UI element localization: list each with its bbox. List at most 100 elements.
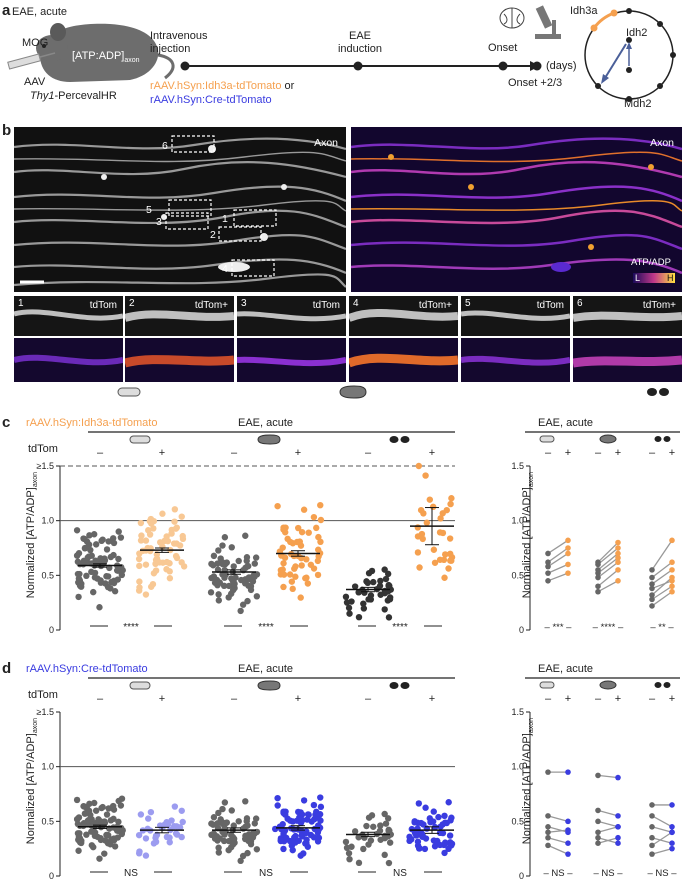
c-data-point <box>74 558 82 565</box>
c-data-point <box>304 580 312 587</box>
d-paired-significance: – NS – <box>593 868 623 879</box>
c-data-point <box>168 526 175 534</box>
d-paired-line <box>651 815 673 828</box>
c-data-point <box>136 550 143 557</box>
timeline-step-onset: Onset <box>488 42 518 54</box>
d-data-point <box>274 802 281 809</box>
d-data-point <box>99 803 106 811</box>
d-data-point <box>445 799 452 806</box>
colorbar-title: ATP/ADP <box>631 257 671 268</box>
d-data-point <box>274 794 281 802</box>
c-data-point <box>386 596 394 603</box>
d-paired-point-minus <box>545 824 551 830</box>
d-data-point <box>86 800 93 807</box>
c-data-point <box>345 604 353 612</box>
c-data-point <box>137 537 145 544</box>
d-y-tick-label: 0 <box>49 871 54 881</box>
c-data-point <box>109 535 117 542</box>
d-data-point <box>101 850 108 857</box>
c-data-point <box>367 596 375 603</box>
c-data-point <box>370 578 377 586</box>
d-category-label: – <box>365 693 372 705</box>
inset-number: 5 <box>465 298 471 309</box>
mouse-body <box>40 23 159 82</box>
c-data-point <box>210 552 218 560</box>
d-paired-point-plus <box>669 829 675 836</box>
c-paired-significance: – **** – <box>593 622 624 633</box>
d-data-point <box>219 805 226 813</box>
d-paired-line <box>597 774 619 779</box>
d-data-point <box>111 843 119 850</box>
c-data-point <box>365 569 373 577</box>
c-data-point <box>292 563 299 570</box>
c-data-point <box>279 566 286 573</box>
c-paired-point-minus <box>649 581 655 587</box>
c-paired-line <box>597 547 619 565</box>
c-significance: **** <box>258 622 274 633</box>
c-data-point <box>171 506 179 513</box>
d-paired-point-plus <box>615 774 621 781</box>
d-data-point <box>384 815 392 822</box>
inset-ratio-1 <box>14 338 123 382</box>
d-paired-point-minus <box>649 813 655 819</box>
d-data-point <box>163 833 171 841</box>
c-paired-point-minus <box>649 603 655 609</box>
c-data-point <box>108 578 115 586</box>
c-data-point <box>292 573 299 580</box>
c-data-point <box>446 535 454 542</box>
d-data-point <box>408 836 415 843</box>
d-paired-point-minus <box>649 824 655 830</box>
d-paired-line <box>547 815 569 822</box>
c-paired-point-plus <box>669 578 675 584</box>
d-paired-point-minus <box>595 829 601 836</box>
c-data-point <box>422 472 429 479</box>
c-paired-line <box>547 552 569 568</box>
d-significance: NS <box>124 868 138 879</box>
inset-label: tdTom <box>312 300 340 311</box>
c-paired-significance: – *** – <box>545 622 573 633</box>
c-paired-point-minus <box>545 563 551 570</box>
d-paired-y-tick-label: 0 <box>519 871 524 881</box>
colorbar-high: H <box>667 273 674 283</box>
d-data-point <box>300 850 307 857</box>
mouse-line-label: Thy1-PercevalHR <box>30 90 117 102</box>
c-paired-fragmented-icon <box>663 436 671 442</box>
c-paired-point-minus <box>595 588 601 595</box>
d-paired-point-plus <box>669 824 675 830</box>
c-paired-line <box>651 585 673 600</box>
d-paired-point-plus <box>669 845 675 852</box>
d-data-point <box>311 816 318 823</box>
c-paired-line <box>597 580 619 593</box>
d-data-point <box>96 855 103 862</box>
d-data-point <box>434 837 441 845</box>
d-fragmented-axon-icon <box>389 682 399 689</box>
d-data-point <box>412 832 420 839</box>
c-data-point <box>136 562 143 570</box>
c-data-point <box>107 585 114 592</box>
d-normal-axon-icon <box>129 681 151 690</box>
d-data-point <box>439 829 447 837</box>
fragmented-axon-icon <box>647 388 657 396</box>
c-paired-line <box>547 572 569 582</box>
c-data-point <box>92 541 100 548</box>
timeline-step-injection: Intravenous injection <box>150 30 208 55</box>
chart-c: 0 0.5 1.0 ≥1.5 – + – + – + **** **** **** 0 0.5 1.0 1.5 –… <box>37 431 680 635</box>
c-data-point <box>86 532 93 539</box>
c-data-point <box>242 532 249 539</box>
d-data-point <box>220 837 228 845</box>
c-data-point <box>229 586 237 594</box>
d-paired-category-label: – <box>595 693 602 705</box>
c-data-point <box>137 519 145 527</box>
c-data-point <box>243 557 250 565</box>
d-data-point <box>446 832 454 839</box>
c-data-point <box>88 552 95 559</box>
c-paired-point-minus <box>545 570 551 576</box>
d-data-point <box>408 825 416 833</box>
c-data-point <box>342 593 350 601</box>
c-data-point <box>447 500 454 508</box>
c-paired-point-plus <box>669 583 675 590</box>
d-data-point <box>244 849 251 857</box>
c-data-point <box>448 557 455 564</box>
d-data-point <box>414 842 422 849</box>
c-data-point <box>279 544 286 551</box>
